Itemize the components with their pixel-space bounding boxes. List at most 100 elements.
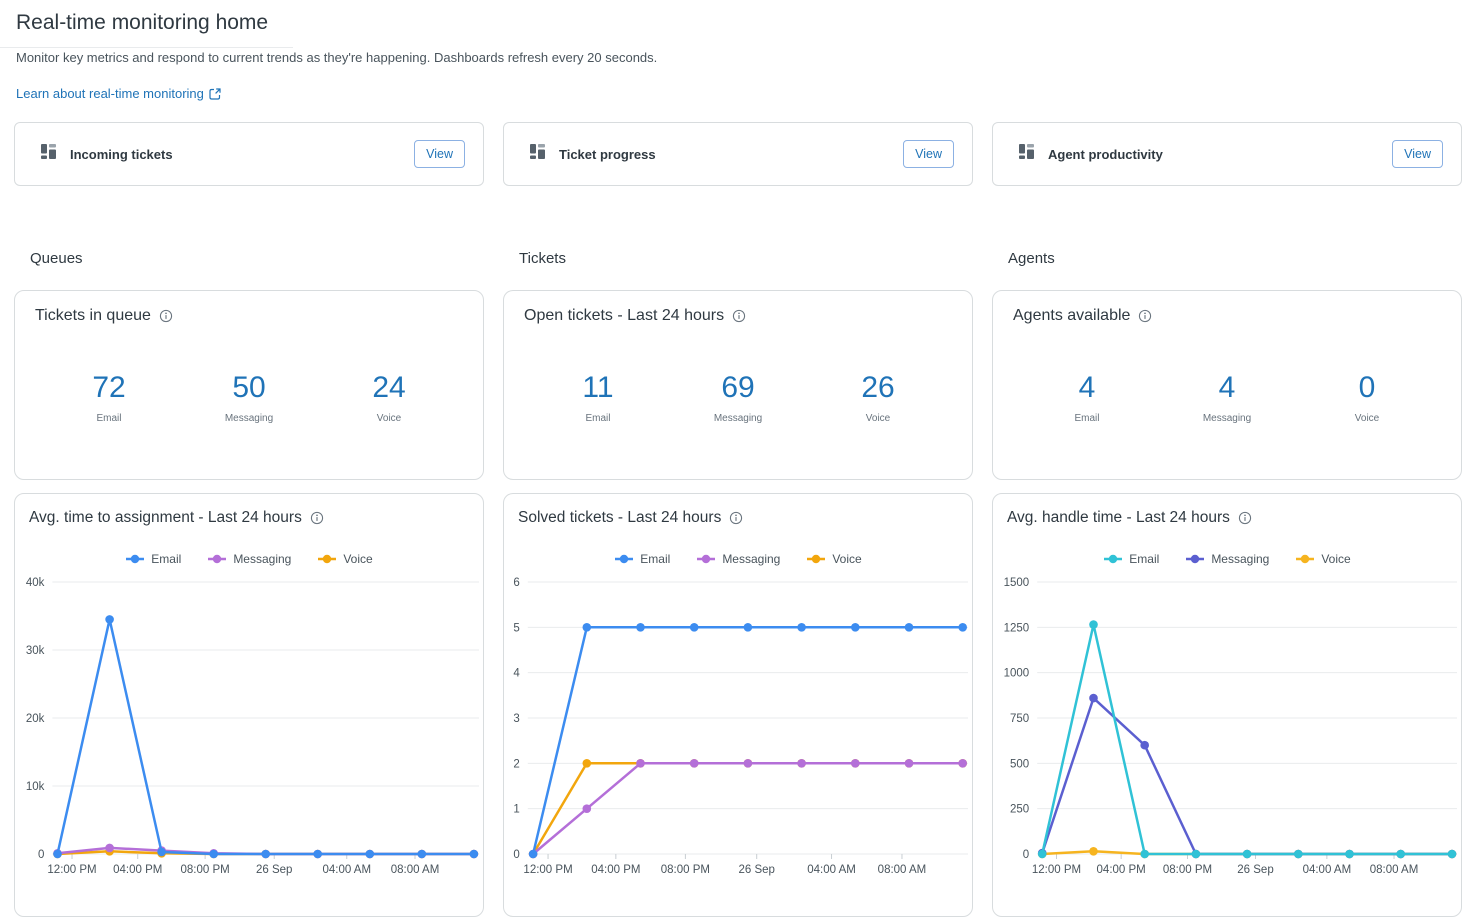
x-tick-label: 08:00 PM xyxy=(1163,864,1212,876)
view-dashboard-button[interactable]: View xyxy=(414,140,465,168)
dashboard-nav-label: Ticket progress xyxy=(559,146,656,162)
info-icon[interactable] xyxy=(732,309,746,323)
view-dashboard-button[interactable]: View xyxy=(903,140,954,168)
info-icon[interactable] xyxy=(729,511,743,525)
legend-label: Email xyxy=(1129,552,1160,566)
y-tick-label: 1500 xyxy=(1004,577,1030,589)
legend-label: Voice xyxy=(1321,552,1351,566)
line-chart: 0 10k 20k 30k 40k 12:00 PM 04:00 PM 08:00 PM 26 … xyxy=(26,577,479,876)
data-point-email xyxy=(469,849,479,859)
dashboard-icon xyxy=(1019,144,1034,164)
view-dashboard-button[interactable]: View xyxy=(1392,140,1443,168)
legend-item-voice: Voice xyxy=(806,552,862,566)
external-link-icon xyxy=(209,88,221,100)
chart-card-title: Solved tickets - Last 24 hours xyxy=(518,509,722,526)
legend-marker-icon xyxy=(1186,554,1205,564)
data-point-voice xyxy=(582,759,592,768)
legend-marker-icon xyxy=(1296,554,1315,564)
legend-label: Email xyxy=(640,552,671,566)
stat-card-title: Tickets in queue xyxy=(35,307,151,324)
chart-card-title: Avg. time to assignment - Last 24 hours xyxy=(29,509,302,526)
y-tick-label: 10k xyxy=(26,781,45,793)
legend-item-voice: Voice xyxy=(317,552,373,566)
series-line-messaging xyxy=(1041,696,1452,856)
legend-item-voice: Voice xyxy=(1295,552,1351,566)
data-point-email xyxy=(582,623,592,632)
data-point-messaging xyxy=(582,804,592,813)
metric-email: 11 Email xyxy=(528,371,668,424)
y-tick-label: 40k xyxy=(26,577,45,589)
metric-label: Voice xyxy=(1354,413,1380,424)
legend-label: Messaging xyxy=(722,552,781,566)
stat-card: Open tickets - Last 24 hours 11 Email 69… xyxy=(503,290,973,480)
info-icon[interactable] xyxy=(159,309,173,323)
y-tick-label: 6 xyxy=(513,577,519,589)
data-point-email xyxy=(1242,849,1252,859)
y-tick-label: 750 xyxy=(1010,713,1029,725)
chart-legend: Email Messaging Voice xyxy=(15,552,483,566)
x-tick-label: 04:00 PM xyxy=(1097,864,1146,876)
x-tick-label: 08:00 PM xyxy=(181,864,230,876)
data-point-messaging xyxy=(636,759,645,768)
legend-marker-icon xyxy=(208,554,227,564)
x-tick-label: 08:00 AM xyxy=(878,864,927,876)
metric-value: 4 xyxy=(1078,371,1096,404)
section-header-queues: Queues xyxy=(30,250,83,267)
x-tick-label: 26 Sep xyxy=(1237,864,1273,876)
data-point-email xyxy=(743,623,753,632)
x-tick-label: 04:00 PM xyxy=(591,864,640,876)
metric-value: 50 xyxy=(232,371,266,404)
y-tick-label: 0 xyxy=(1023,849,1029,861)
chart-card: Solved tickets - Last 24 hours Email Mes… xyxy=(503,493,973,917)
chart-card-title: Avg. handle time - Last 24 hours xyxy=(1007,509,1230,526)
info-icon[interactable] xyxy=(1238,511,1252,525)
metric-email: 4 Email xyxy=(1017,371,1157,424)
metric-label: Messaging xyxy=(1202,413,1252,424)
x-tick-label: 26 Sep xyxy=(738,864,774,876)
metric-label: Voice xyxy=(865,413,891,424)
stat-card: Tickets in queue 72 Email 50 Messaging 2… xyxy=(14,290,484,480)
data-point-voice xyxy=(1089,847,1098,856)
page-title: Real-time monitoring home xyxy=(16,11,269,34)
data-point-email xyxy=(528,849,538,859)
metric-value: 24 xyxy=(372,371,406,404)
y-tick-label: 4 xyxy=(513,668,520,680)
chart-legend: Email Messaging Voice xyxy=(504,552,972,566)
legend-item-email: Email xyxy=(125,552,181,566)
series-line-email xyxy=(56,618,474,856)
metric-value: 72 xyxy=(92,371,126,404)
legend-label: Voice xyxy=(832,552,862,566)
legend-marker-icon xyxy=(807,554,826,564)
data-point-messaging xyxy=(743,759,753,768)
legend-marker-icon xyxy=(697,554,716,564)
data-point-email xyxy=(1037,849,1047,859)
x-tick-label: 04:00 AM xyxy=(322,864,371,876)
dashboard-nav-card-incoming-tickets: Incoming tickets View xyxy=(14,122,484,186)
y-tick-label: 30k xyxy=(26,645,45,657)
x-tick-label: 12:00 PM xyxy=(523,864,572,876)
y-tick-label: 3 xyxy=(513,713,519,725)
dashboard-nav-card-ticket-progress: Ticket progress View xyxy=(503,122,973,186)
legend-marker-icon xyxy=(318,554,337,564)
legend-item-messaging: Messaging xyxy=(696,552,780,566)
x-tick-label: 08:00 PM xyxy=(661,864,710,876)
title-divider xyxy=(0,47,293,48)
data-point-email xyxy=(209,849,218,859)
stat-card-title: Agents available xyxy=(1013,307,1131,324)
data-point-email xyxy=(797,623,806,632)
legend-item-email: Email xyxy=(614,552,670,566)
legend-label: Messaging xyxy=(233,552,292,566)
data-point-email xyxy=(261,849,270,859)
legend-marker-icon xyxy=(126,554,145,564)
data-point-email xyxy=(313,849,323,859)
dashboard-icon xyxy=(41,144,56,164)
legend-item-messaging: Messaging xyxy=(1185,552,1269,566)
info-icon[interactable] xyxy=(1138,309,1152,323)
data-point-email xyxy=(1447,849,1457,859)
legend-label: Messaging xyxy=(1211,552,1270,566)
learn-about-link[interactable]: Learn about real-time monitoring xyxy=(16,86,221,101)
data-point-email xyxy=(1294,849,1303,859)
legend-item-messaging: Messaging xyxy=(207,552,291,566)
section-header-tickets: Tickets xyxy=(519,250,566,267)
info-icon[interactable] xyxy=(310,511,324,525)
